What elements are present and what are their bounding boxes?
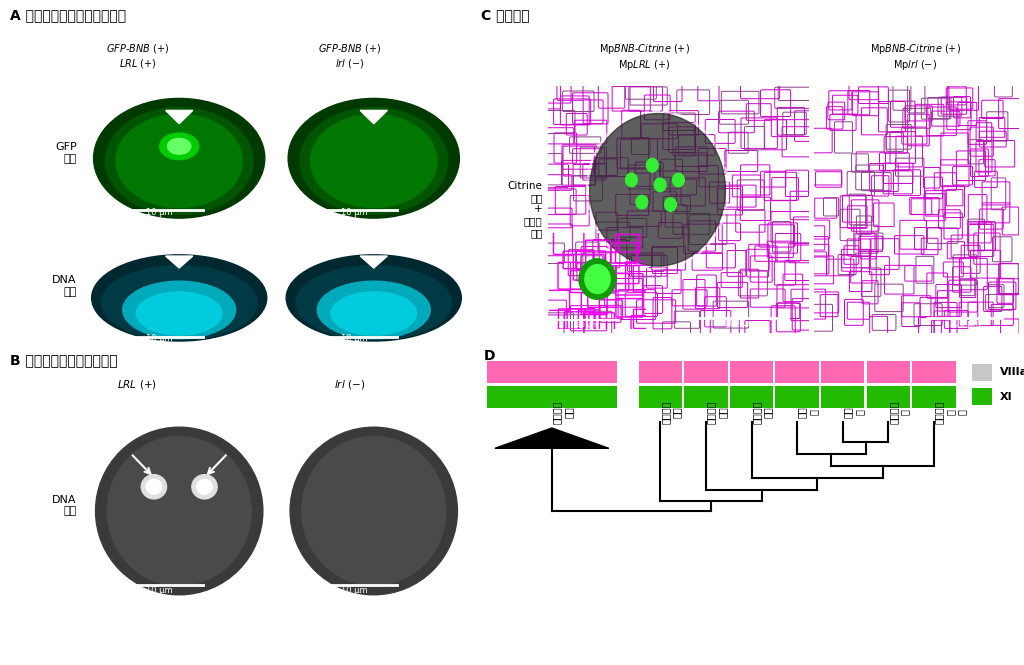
Bar [684,386,728,408]
Text: 20 μm: 20 μm [575,323,598,329]
Ellipse shape [160,133,199,160]
Ellipse shape [646,158,658,172]
Ellipse shape [108,436,251,585]
Ellipse shape [116,114,243,207]
Text: DNA
染色: DNA 染色 [52,495,77,516]
Bar [912,362,955,383]
Ellipse shape [296,265,452,340]
Ellipse shape [654,178,666,192]
Bar [486,386,616,408]
Text: C ゼニゴケ: C ゼニゴケ [481,8,529,22]
Text: シャジク
藻
類: シャジク 藻 類 [934,400,967,424]
Ellipse shape [585,265,610,293]
Bar [973,388,992,406]
Ellipse shape [590,114,725,266]
Bar [866,386,910,408]
Ellipse shape [197,479,212,494]
Text: 小葉植物
総称: 小葉植物 総称 [752,400,773,424]
Text: 裸子植物
総称: 裸子植物 総称 [660,400,682,424]
Ellipse shape [286,255,461,341]
Ellipse shape [310,114,437,207]
Text: 100 μm: 100 μm [948,319,981,328]
Ellipse shape [136,292,222,335]
Ellipse shape [300,108,447,214]
Text: $GFP$-$BNB$ (+)
$LRL$ (+): $GFP$-$BNB$ (+) $LRL$ (+) [105,42,169,70]
Ellipse shape [288,98,460,218]
Ellipse shape [626,173,637,187]
Ellipse shape [93,98,265,218]
Ellipse shape [168,138,190,154]
Ellipse shape [146,479,162,494]
Bar [912,386,955,408]
Ellipse shape [191,475,217,499]
Ellipse shape [91,255,266,341]
Text: B シロイヌナズナ成熟花粉: B シロイヌナズナ成熟花粉 [10,353,118,367]
Ellipse shape [141,475,167,499]
Polygon shape [166,256,193,268]
Text: GFP
蛍光: GFP 蛍光 [55,142,77,164]
Text: DNA
染色: DNA 染色 [52,275,77,297]
Text: 10 μm: 10 μm [341,334,368,343]
Text: 10 μm: 10 μm [146,586,173,595]
Ellipse shape [331,292,417,335]
Text: $LRL$ (+): $LRL$ (+) [118,378,158,391]
Text: 100 μm: 100 μm [724,319,756,328]
Bar [821,386,864,408]
Ellipse shape [101,265,257,340]
Text: Mp$BNB$-$Citrine$ (+)
Mp$lrl$ (−): Mp$BNB$-$Citrine$ (+) Mp$lrl$ (−) [870,42,961,72]
Text: Mp$BNB$-$Citrine$ (+)
Mp$LRL$ (+): Mp$BNB$-$Citrine$ (+) Mp$LRL$ (+) [599,42,689,72]
Polygon shape [360,256,387,268]
Ellipse shape [665,198,677,211]
Text: $GFP$-$BNB$ (+)
$lrl$ (−): $GFP$-$BNB$ (+) $lrl$ (−) [317,42,381,70]
Bar [639,386,682,408]
Text: Citrine
蛍光
+
細胞壁
染色: Citrine 蛍光 + 細胞壁 染色 [508,182,543,237]
Bar [730,386,773,408]
Text: 被子植物
総称: 被子植物 総称 [552,400,573,424]
Text: ツノゴケ
類: ツノゴケ 類 [888,400,910,424]
Bar [775,386,819,408]
Text: A シロイヌナズナ未成熟花粉: A シロイヌナズナ未成熟花粉 [10,8,126,22]
Bar [639,362,682,383]
Text: セン
類: セン 類 [843,406,864,418]
Text: D: D [484,349,496,363]
Polygon shape [360,110,387,124]
Text: タイ
類: タイ 類 [797,406,819,418]
Bar [486,362,616,383]
Ellipse shape [105,108,253,214]
Text: シダ植物
総称: シダ植物 総称 [706,400,728,424]
Text: VIIIa: VIIIa [999,367,1024,377]
Polygon shape [495,428,609,448]
Bar [973,364,992,381]
Text: 10 μm: 10 μm [146,207,173,217]
Ellipse shape [636,196,648,209]
Bar [866,362,910,383]
Ellipse shape [673,173,684,187]
Bar [730,362,773,383]
Ellipse shape [317,281,430,338]
Text: 10 μm: 10 μm [341,207,368,217]
Bar [684,362,728,383]
Text: 10 μm: 10 μm [341,586,368,595]
Ellipse shape [123,281,236,338]
Ellipse shape [290,427,458,595]
Ellipse shape [95,427,263,595]
Polygon shape [166,110,193,124]
Text: 10 μm: 10 μm [146,334,173,343]
Ellipse shape [579,259,616,299]
Text: XI: XI [999,392,1012,402]
Bar [821,362,864,383]
Ellipse shape [302,436,445,585]
Text: $lrl$ (−): $lrl$ (−) [334,378,365,391]
Bar [775,362,819,383]
